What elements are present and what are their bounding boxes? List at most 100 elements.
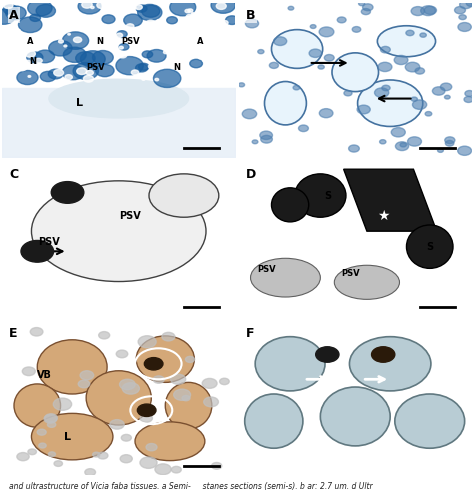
- Circle shape: [309, 49, 322, 57]
- Circle shape: [363, 4, 373, 11]
- Circle shape: [28, 449, 36, 455]
- Circle shape: [381, 46, 390, 53]
- Ellipse shape: [14, 384, 61, 428]
- Circle shape: [163, 47, 166, 50]
- Circle shape: [48, 69, 63, 79]
- Circle shape: [352, 27, 361, 32]
- Circle shape: [18, 29, 20, 31]
- Circle shape: [195, 54, 199, 56]
- Circle shape: [27, 52, 43, 63]
- Circle shape: [318, 65, 324, 69]
- Circle shape: [198, 23, 205, 28]
- Circle shape: [242, 109, 257, 119]
- Circle shape: [116, 33, 123, 37]
- Text: PSV: PSV: [38, 237, 60, 247]
- Circle shape: [421, 6, 436, 16]
- Circle shape: [446, 140, 454, 146]
- Circle shape: [361, 9, 371, 15]
- Circle shape: [140, 414, 153, 423]
- Circle shape: [102, 15, 115, 24]
- Circle shape: [153, 376, 164, 383]
- Text: L: L: [76, 98, 82, 108]
- Circle shape: [145, 30, 147, 32]
- Circle shape: [46, 23, 50, 26]
- Circle shape: [77, 68, 87, 74]
- Circle shape: [425, 112, 432, 116]
- Circle shape: [465, 91, 474, 97]
- Circle shape: [25, 50, 36, 57]
- Circle shape: [62, 65, 84, 80]
- Text: ★: ★: [377, 209, 390, 223]
- Text: C: C: [9, 167, 18, 181]
- Circle shape: [28, 75, 31, 77]
- Circle shape: [85, 469, 96, 476]
- Circle shape: [25, 60, 31, 64]
- Circle shape: [189, 35, 196, 39]
- Circle shape: [92, 452, 100, 457]
- Circle shape: [140, 457, 157, 468]
- Circle shape: [84, 21, 86, 22]
- Circle shape: [202, 20, 210, 25]
- Circle shape: [22, 40, 28, 44]
- Circle shape: [110, 420, 124, 429]
- Circle shape: [167, 17, 177, 24]
- Text: E: E: [9, 326, 18, 340]
- Text: PSV: PSV: [341, 269, 360, 278]
- Ellipse shape: [49, 79, 189, 118]
- Circle shape: [114, 2, 118, 5]
- Circle shape: [269, 62, 278, 68]
- Text: A: A: [197, 37, 203, 46]
- Circle shape: [53, 23, 57, 26]
- Circle shape: [212, 60, 216, 62]
- Circle shape: [44, 414, 57, 423]
- Circle shape: [63, 32, 89, 49]
- Circle shape: [142, 78, 145, 80]
- Ellipse shape: [255, 337, 325, 391]
- Circle shape: [11, 37, 18, 41]
- Circle shape: [459, 15, 466, 20]
- Circle shape: [170, 0, 196, 16]
- Circle shape: [49, 40, 72, 56]
- Ellipse shape: [395, 394, 465, 448]
- Circle shape: [445, 95, 450, 99]
- Circle shape: [411, 7, 425, 16]
- Circle shape: [162, 332, 175, 341]
- Circle shape: [56, 3, 62, 7]
- Circle shape: [166, 27, 171, 30]
- Circle shape: [73, 62, 99, 79]
- Circle shape: [186, 14, 196, 21]
- Circle shape: [6, 29, 10, 31]
- Ellipse shape: [31, 181, 206, 282]
- Circle shape: [142, 5, 160, 17]
- Circle shape: [53, 398, 72, 410]
- Text: L: L: [64, 432, 71, 442]
- Text: PSV: PSV: [119, 211, 141, 221]
- Circle shape: [458, 23, 471, 31]
- Circle shape: [205, 17, 213, 22]
- Circle shape: [30, 14, 40, 22]
- Circle shape: [51, 182, 84, 203]
- Circle shape: [147, 49, 166, 62]
- Circle shape: [8, 32, 16, 37]
- Circle shape: [210, 29, 215, 33]
- Ellipse shape: [334, 265, 400, 299]
- Circle shape: [3, 5, 18, 14]
- Circle shape: [171, 374, 186, 384]
- Circle shape: [122, 383, 139, 394]
- Circle shape: [378, 62, 392, 71]
- Circle shape: [48, 452, 55, 457]
- Circle shape: [382, 85, 390, 91]
- Circle shape: [374, 88, 389, 98]
- Circle shape: [293, 86, 300, 90]
- Circle shape: [91, 6, 94, 9]
- Circle shape: [438, 148, 443, 152]
- Circle shape: [226, 16, 238, 25]
- Ellipse shape: [165, 382, 212, 429]
- Text: S: S: [324, 191, 331, 201]
- Circle shape: [9, 15, 14, 18]
- Circle shape: [273, 37, 287, 45]
- Ellipse shape: [149, 174, 219, 217]
- Circle shape: [17, 70, 38, 85]
- Circle shape: [40, 71, 55, 81]
- Ellipse shape: [135, 422, 205, 461]
